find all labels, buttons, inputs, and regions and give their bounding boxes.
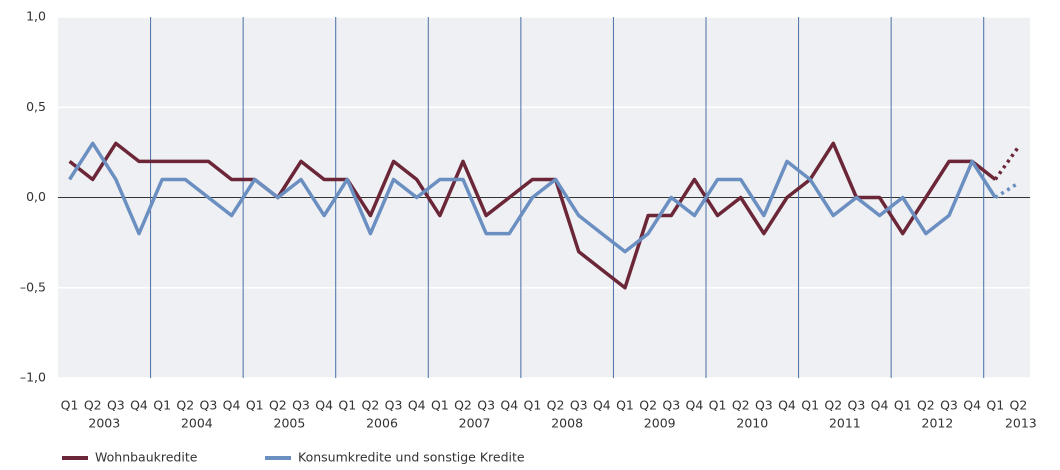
y-tick-label: 0,0 xyxy=(26,189,46,204)
legend-label: Wohnbaukredite xyxy=(95,450,198,465)
x-tick-label: Q4 xyxy=(778,398,796,413)
year-label: 2008 xyxy=(551,416,583,431)
year-label: 2010 xyxy=(736,416,768,431)
x-tick-label: Q4 xyxy=(408,398,426,413)
y-tick-label: 0,5 xyxy=(26,99,46,114)
x-tick-label: Q3 xyxy=(570,398,588,413)
year-label: 2013 xyxy=(1005,416,1037,431)
x-tick-label: Q3 xyxy=(107,398,125,413)
x-tick-label: Q1 xyxy=(894,398,912,413)
year-label: 2012 xyxy=(922,416,954,431)
x-tick-label: Q4 xyxy=(223,398,241,413)
x-tick-label: Q1 xyxy=(616,398,634,413)
x-tick-label: Q3 xyxy=(755,398,773,413)
x-tick-label: Q3 xyxy=(292,398,310,413)
x-tick-label: Q2 xyxy=(917,398,935,413)
x-tick-label: Q2 xyxy=(639,398,657,413)
x-tick-label: Q4 xyxy=(593,398,611,413)
y-tick-label: –0,5 xyxy=(20,279,46,294)
x-tick-label: Q3 xyxy=(662,398,680,413)
series-line xyxy=(68,141,997,290)
x-tick-label: Q1 xyxy=(524,398,542,413)
x-tick-label: Q2 xyxy=(1010,398,1028,413)
x-tick-label: Q3 xyxy=(477,398,495,413)
x-tick-label: Q3 xyxy=(940,398,958,413)
x-tick-label: Q4 xyxy=(871,398,889,413)
x-tick-label: Q1 xyxy=(338,398,356,413)
x-tick-label: Q2 xyxy=(84,398,102,413)
x-tick-label: Q3 xyxy=(848,398,866,413)
year-label: 2005 xyxy=(274,416,306,431)
legend-label: Konsumkredite und sonstige Kredite xyxy=(298,450,525,465)
x-tick-label: Q1 xyxy=(246,398,264,413)
x-tick-label: Q4 xyxy=(315,398,333,413)
series-line xyxy=(68,141,997,254)
year-label: 2009 xyxy=(644,416,676,431)
x-tick-label: Q1 xyxy=(801,398,819,413)
x-tick-label: Q1 xyxy=(709,398,727,413)
series-line-projection xyxy=(994,181,1020,199)
x-tick-label: Q1 xyxy=(61,398,79,413)
year-label: 2007 xyxy=(459,416,491,431)
y-tick-label: 1,0 xyxy=(26,9,46,24)
x-tick-label: Q2 xyxy=(362,398,380,413)
x-tick-label: Q1 xyxy=(431,398,449,413)
x-tick-label: Q2 xyxy=(824,398,842,413)
x-tick-label: Q4 xyxy=(686,398,704,413)
year-label: 2003 xyxy=(88,416,120,431)
x-tick-label: Q4 xyxy=(130,398,148,413)
x-tick-label: Q1 xyxy=(153,398,171,413)
x-tick-label: Q2 xyxy=(454,398,472,413)
x-tick-label: Q1 xyxy=(986,398,1004,413)
x-tick-label: Q2 xyxy=(547,398,565,413)
year-label: 2011 xyxy=(829,416,861,431)
x-tick-label: Q4 xyxy=(500,398,518,413)
x-tick-label: Q4 xyxy=(963,398,981,413)
x-tick-label: Q2 xyxy=(269,398,287,413)
year-label: 2004 xyxy=(181,416,213,431)
x-tick-label: Q2 xyxy=(732,398,750,413)
x-tick-label: Q3 xyxy=(385,398,403,413)
y-tick-label: –1,0 xyxy=(20,370,46,385)
x-tick-label: Q3 xyxy=(200,398,218,413)
x-tick-label: Q2 xyxy=(176,398,194,413)
year-label: 2006 xyxy=(366,416,398,431)
